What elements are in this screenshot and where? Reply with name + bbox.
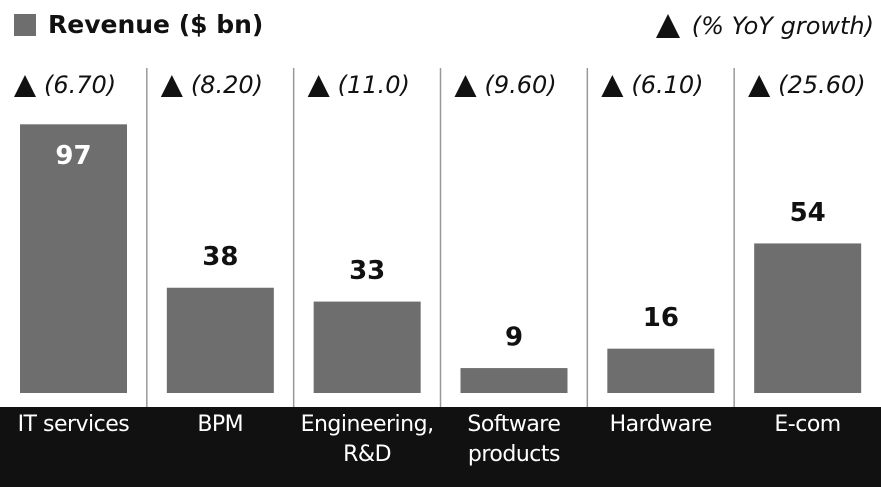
value-label: 97 bbox=[55, 141, 91, 171]
bar bbox=[20, 124, 127, 393]
value-label: 38 bbox=[202, 242, 238, 272]
category-label: Engineering, R&D bbox=[300, 412, 434, 467]
growth-label: (6.70) bbox=[44, 71, 116, 99]
category-label: Software products bbox=[467, 412, 561, 467]
growth-icon bbox=[601, 75, 624, 97]
value-label: 16 bbox=[643, 303, 679, 333]
growth-label: (25.60) bbox=[778, 71, 865, 99]
bar bbox=[313, 301, 421, 393]
growth-icon bbox=[307, 75, 330, 97]
value-label: 33 bbox=[349, 256, 385, 286]
category-band bbox=[0, 407, 881, 487]
value-label: 9 bbox=[505, 323, 523, 353]
growth-legend-label: (% YoY growth) bbox=[692, 12, 874, 40]
category-label: BPM bbox=[197, 412, 244, 437]
category-label: Hardware bbox=[609, 412, 713, 437]
growth-label: (9.60) bbox=[485, 71, 557, 99]
growth-icon bbox=[14, 75, 36, 97]
bar bbox=[460, 368, 568, 393]
bar bbox=[607, 348, 715, 393]
category-label: E-com bbox=[774, 412, 841, 437]
growth-icon bbox=[160, 75, 183, 97]
growth-icon bbox=[454, 75, 477, 97]
category-label: IT services bbox=[17, 412, 130, 437]
growth-icon bbox=[748, 75, 771, 97]
growth-label: (11.0) bbox=[338, 71, 410, 99]
value-label: 54 bbox=[790, 198, 826, 228]
bar bbox=[166, 287, 274, 393]
legend-swatch bbox=[14, 14, 36, 36]
growth-label: (6.10) bbox=[631, 71, 703, 99]
growth-legend-icon bbox=[656, 14, 680, 38]
growth-label: (8.20) bbox=[191, 71, 263, 99]
legend-label: Revenue ($ bn) bbox=[48, 10, 263, 39]
bar bbox=[754, 243, 862, 393]
